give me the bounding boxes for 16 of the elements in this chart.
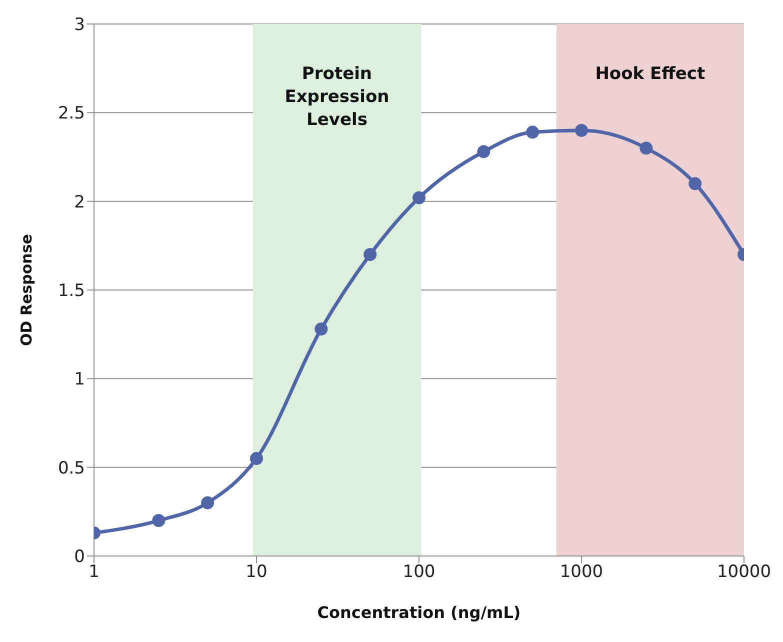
x-tick-label: 10 (246, 562, 268, 582)
y-tick-label: 1 (74, 370, 85, 390)
x-tick-label: 10000 (716, 562, 772, 582)
x-tick-label: 1 (88, 562, 100, 582)
x-axis-title: Concentration (ng/mL) (317, 603, 521, 622)
y-tick-label: 3 (74, 15, 85, 36)
x-tick-label: 1000 (560, 562, 604, 582)
y-tick-label: 2 (74, 192, 85, 212)
band-label: Hook Effect (595, 64, 706, 84)
y-tick-label: 2.5 (58, 104, 85, 124)
y-tick-label: 0 (74, 547, 85, 568)
y-axis-title: OD Response (17, 234, 36, 346)
band-label: Protein Expression Levels (284, 64, 390, 130)
y-tick-label: 1.5 (58, 281, 85, 302)
y-tick-label: 0.5 (58, 458, 85, 478)
x-tick-label: 100 (402, 562, 436, 582)
